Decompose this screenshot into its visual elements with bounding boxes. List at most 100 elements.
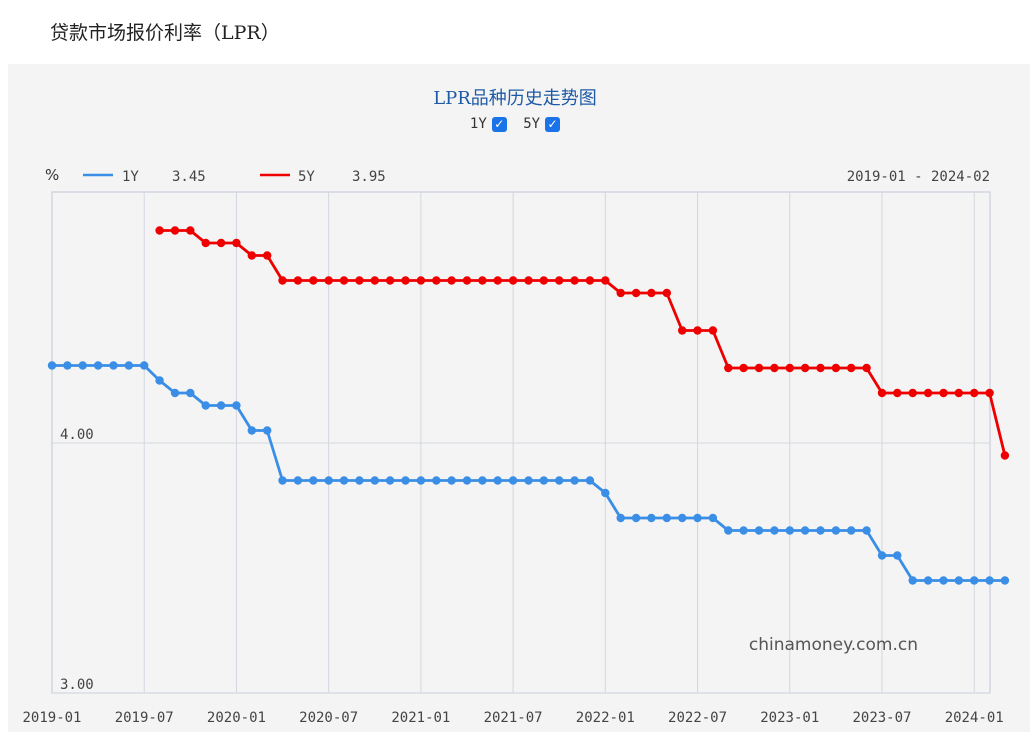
data-point-5y [263, 251, 272, 260]
data-point-1y [939, 576, 948, 585]
data-point-1y [232, 401, 241, 410]
data-point-1y [293, 476, 303, 485]
data-point-1y [708, 513, 718, 523]
data-point-1y [555, 476, 564, 485]
data-point-5y [339, 276, 349, 285]
data-point-1y [893, 551, 902, 560]
data-point-1y [109, 361, 118, 370]
data-point-1y [954, 576, 963, 585]
data-point-5y [155, 226, 164, 235]
data-point-5y [708, 326, 718, 335]
data-point-5y [923, 388, 933, 398]
data-point-1y [124, 361, 133, 370]
x-tick-label: 2019-01 [22, 710, 81, 726]
x-tick-label: 2024-01 [945, 710, 1004, 726]
data-point-5y [754, 363, 764, 373]
data-point-1y [247, 426, 256, 435]
data-point-1y [78, 361, 87, 370]
data-point-5y [616, 288, 625, 298]
watermark-text: chinamoney.com.cn [749, 635, 918, 655]
legend-name-5y: 5Y [298, 169, 315, 185]
data-point-1y [309, 476, 318, 485]
data-point-5y [770, 363, 779, 373]
data-point-5y [278, 276, 287, 285]
data-point-1y [739, 526, 748, 535]
data-point-5y [385, 276, 395, 285]
data-point-1y [724, 526, 733, 535]
data-point-1y [693, 513, 702, 523]
y-unit-label: % [45, 166, 59, 184]
data-point-5y [877, 388, 887, 398]
data-point-5y [170, 226, 180, 235]
data-point-1y [770, 526, 779, 535]
data-point-1y [678, 513, 687, 523]
x-tick-label: 2023-01 [760, 710, 819, 726]
data-point-5y [539, 276, 548, 285]
data-point-5y [831, 363, 841, 373]
data-point-1y [524, 476, 533, 485]
checkbox-checked-icon[interactable]: ✓ [545, 116, 561, 132]
data-point-5y [401, 276, 410, 285]
data-point-1y [1000, 576, 1010, 585]
data-point-1y [831, 526, 841, 535]
data-point-5y [309, 276, 318, 285]
data-point-1y [432, 476, 441, 485]
data-point-1y [585, 476, 595, 485]
data-point-1y [170, 388, 180, 398]
data-point-1y [201, 401, 210, 410]
data-point-5y [524, 276, 533, 285]
series-toggles: 1Y ✓ 5Y ✓ [0, 116, 1030, 132]
data-point-1y [662, 513, 671, 523]
x-tick-label: 2022-07 [668, 710, 727, 726]
data-point-1y [754, 526, 764, 535]
data-point-1y [570, 476, 579, 485]
y-tick-label: 4.00 [60, 427, 94, 443]
data-point-1y [970, 576, 979, 585]
data-point-5y [862, 363, 871, 373]
data-point-5y [662, 288, 671, 298]
data-point-5y [816, 363, 825, 373]
data-point-5y [908, 388, 917, 398]
legend-value-1y: 3.45 [172, 169, 206, 185]
data-point-1y [140, 361, 149, 370]
x-tick-label: 2020-01 [207, 710, 266, 726]
checkbox-checked-icon[interactable]: ✓ [491, 116, 507, 132]
data-point-5y [432, 276, 441, 285]
data-point-5y [416, 276, 426, 285]
data-point-5y [847, 363, 856, 373]
data-point-5y [478, 276, 487, 285]
y-tick-label: 3.00 [60, 677, 94, 693]
data-point-1y [278, 476, 287, 485]
toggle-5y[interactable]: 5Y ✓ [523, 116, 561, 132]
data-point-5y [462, 276, 472, 285]
data-point-5y [785, 363, 794, 373]
data-point-5y [1000, 451, 1010, 460]
data-point-1y [355, 476, 364, 485]
data-point-5y [201, 238, 210, 248]
toggle-1y[interactable]: 1Y ✓ [470, 116, 507, 132]
data-point-1y [155, 376, 164, 385]
data-point-5y [570, 276, 579, 285]
data-point-1y [416, 476, 426, 485]
chart-panel [8, 64, 1030, 732]
data-point-5y [800, 363, 810, 373]
data-point-1y [493, 476, 502, 485]
data-point-5y [985, 388, 994, 398]
data-point-5y [954, 388, 963, 398]
legend-name-1y: 1Y [122, 169, 139, 185]
x-tick-label: 2020-07 [299, 710, 358, 726]
data-point-1y [647, 513, 656, 523]
data-point-1y [616, 513, 625, 523]
data-point-5y [724, 363, 733, 373]
data-point-1y [462, 476, 472, 485]
data-point-5y [370, 276, 379, 285]
data-point-1y [63, 361, 72, 370]
x-tick-label: 2021-07 [484, 710, 543, 726]
data-point-1y [216, 401, 226, 410]
data-point-1y [401, 476, 410, 485]
data-point-1y [631, 513, 641, 523]
data-point-1y [539, 476, 548, 485]
data-point-5y [585, 276, 595, 285]
data-point-1y [447, 476, 456, 485]
